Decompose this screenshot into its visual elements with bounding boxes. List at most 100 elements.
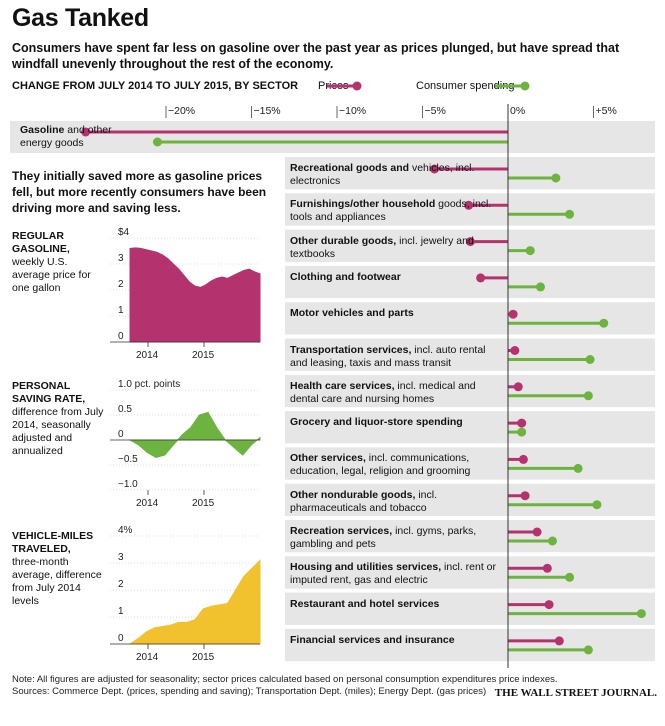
sector-label-bold: Recreational goods and — [290, 162, 410, 174]
mini-y-tick-label: 0.5 — [118, 404, 132, 415]
mini-y-tick-label: −1.0 — [118, 479, 138, 490]
sector-prices-dot — [464, 200, 474, 210]
sector-label: Motor vehicles and parts — [290, 307, 505, 320]
sector-label-bold: Clothing and footwear — [290, 270, 401, 283]
mini-y-tick-label: 3 — [118, 253, 124, 264]
sector-label-bold: Recreation services, — [290, 525, 393, 537]
mini-y-tick-label: $4 — [118, 227, 130, 238]
sector-label-rest: incl. pharmaceuticals and tobacco — [290, 488, 438, 514]
mini-chart-label-body: weekly U.S. average price for one gallon — [12, 256, 91, 294]
side-intro-text: They initially saved more as gasoline pr… — [12, 169, 267, 215]
mini-x-tick-label: 2015 — [192, 652, 215, 663]
publisher-logo: THE WALL STREET JOURNAL. — [494, 687, 657, 699]
sector-row-band — [285, 447, 655, 480]
mini-y-tick-label: 1 — [118, 606, 124, 617]
mini-y-tick-label: 2 — [118, 279, 124, 290]
sector-prices-dot — [429, 164, 439, 174]
sector-label-bold: Motor vehicles and parts — [290, 307, 414, 320]
sector-spending-dot — [583, 645, 593, 655]
sector-prices-dot — [544, 600, 554, 610]
sector-spending-dot — [592, 500, 602, 510]
sector-label: Housing and utilities services, incl. re… — [290, 561, 505, 587]
mini-area — [129, 247, 261, 343]
sector-label-rest: incl. medical and dental care and nursin… — [290, 379, 476, 405]
mini-x-tick-label: 2014 — [136, 652, 159, 663]
sector-spending-dot — [599, 318, 609, 328]
sector-label-bold: Restaurant and hotel services — [290, 597, 440, 610]
sector-label: Furnishings/other household goods, incl.… — [290, 198, 505, 224]
mini-y-tick-label: 2 — [118, 579, 124, 590]
sector-spending-dot — [551, 173, 561, 183]
mini-y-tick-label: 0 — [118, 633, 124, 644]
sector-label-rest: incl. gyms, parks, gambling and pets — [290, 525, 477, 550]
x-tick-label: +5% — [596, 105, 617, 117]
sector-label: Other durable goods, incl. jewelry and t… — [290, 235, 505, 261]
sector-prices-dot — [510, 346, 520, 355]
sector-spending-dot — [573, 463, 583, 473]
sector-label-bold: Furnishings/other household — [290, 198, 436, 211]
mini-chart-label: PERSONAL SAVING RATE, difference from Jul… — [12, 380, 104, 458]
sector-spending-dot — [535, 282, 545, 292]
sector-spending-dot — [585, 355, 595, 364]
mini-y-tick-label: −0.5 — [118, 454, 138, 465]
x-tick-label: −10% — [339, 105, 366, 117]
mini-x-tick-label: 2015 — [192, 498, 215, 509]
sector-label: Financial services and insurance — [290, 634, 505, 647]
legend-swatch-dot — [520, 81, 530, 91]
sector-row-band — [285, 265, 655, 299]
sector-spending-dot — [547, 536, 557, 546]
sector-label: Health care services, incl. medical and … — [290, 380, 505, 406]
mini-chart-label: REGULAR GASOLINE, weekly U.S. average pri… — [12, 230, 104, 295]
sector-row-band — [285, 157, 655, 190]
mini-y-tick-label: 3 — [118, 552, 124, 563]
sector-prices-dot — [532, 527, 542, 537]
note-text: Note: All figures are adjusted for seaso… — [12, 674, 558, 685]
mini-chart-label-title: PERSONAL SAVING RATE, — [12, 380, 86, 405]
sector-prices-dot — [542, 563, 552, 573]
sector-label-rest: incl. communications, education, legal, … — [290, 452, 471, 478]
mini-chart-label-body: three-month average, difference from Jul… — [12, 556, 102, 607]
sector-label: Other nondurable goods, incl. pharmaceut… — [290, 489, 505, 515]
sector-heading: CHANGE FROM JULY 2014 TO JULY 2015, BY S… — [12, 80, 299, 92]
x-tick-label: 0% — [510, 105, 525, 117]
sector-row-band — [285, 411, 655, 444]
sector-label-rest: vehicles, incl. electronics — [290, 162, 475, 187]
sector-prices-dot — [508, 309, 518, 319]
sector-spending-dot — [565, 209, 575, 219]
sector-spending-dot — [517, 427, 527, 437]
mini-y-tick-label: 1.0 pct. points — [118, 379, 180, 390]
sector-label-bold: Transportation services, — [290, 343, 412, 356]
x-tick-label: −20% — [168, 105, 195, 117]
sector-label-bold: Other durable goods, — [290, 234, 397, 247]
sector-label: Grocery and liquor-store spending — [290, 416, 505, 429]
sector-label-bold: Health care services, — [290, 379, 395, 392]
sector-label: Recreation services, incl. gyms, parks, … — [290, 525, 505, 551]
sector-label: Transportation services, incl. auto rent… — [290, 344, 505, 370]
sector-spending-dot — [583, 391, 593, 401]
x-tick-label: −15% — [254, 105, 281, 117]
mini-chart-label-body: difference from July 2014, seasonally ad… — [12, 406, 104, 457]
sector-label-bold: Housing and utilities services, — [290, 561, 442, 574]
legend-swatch-dot — [352, 81, 362, 91]
sector-row-band — [285, 483, 655, 516]
sector-prices-dot — [517, 418, 527, 428]
chart-subtitle: Consumers have spent far less on gasolin… — [12, 41, 620, 71]
gasoline-label-rest: and other energy goods — [20, 124, 112, 149]
sector-label-bold: Grocery and liquor-store spending — [290, 416, 463, 429]
sector-label-bold: Financial services and insurance — [290, 633, 455, 646]
mini-y-tick-label: 4% — [118, 525, 133, 536]
mini-x-tick-label: 2014 — [136, 498, 159, 509]
sector-label: Clothing and footwear — [290, 271, 505, 284]
gasoline-prices-dot — [81, 127, 91, 137]
gasoline-label-bold: Gasoline — [20, 124, 65, 136]
mini-y-tick-label: 0 — [118, 429, 124, 440]
mini-y-tick-label: 1 — [118, 305, 124, 316]
sector-prices-dot — [476, 273, 486, 283]
chart-title: Gas Tanked — [12, 4, 149, 32]
sector-label-bold: Other nondurable goods, — [290, 488, 416, 501]
sector-row-band — [285, 520, 655, 553]
sector-label-rest: incl. rent or imputed rent, gas and elec… — [290, 561, 496, 587]
sector-row-band — [285, 302, 655, 335]
sector-row-band — [285, 374, 655, 408]
